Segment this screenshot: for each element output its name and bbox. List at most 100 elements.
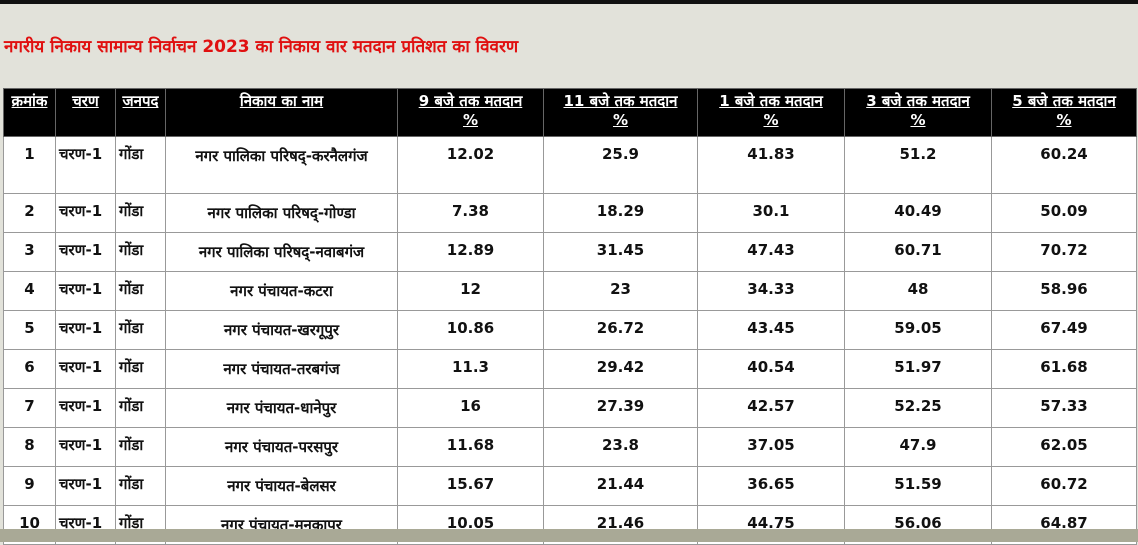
column-header-text: 11 बजे तक मतदान <box>563 92 678 110</box>
table-cell: 23.8 <box>543 427 698 467</box>
table-cell: चरण-1 <box>55 427 116 467</box>
table-cell: नगर पंचायत-बेलसर <box>165 466 398 506</box>
table-cell: 40.54 <box>697 349 845 389</box>
table-cell: चरण-1 <box>55 388 116 428</box>
table-cell: 21.44 <box>543 466 698 506</box>
table-row: 5 चरण-1 गोंडा नगर पंचायत-खरगूपुर 10.86 26.72 4… <box>3 310 1137 350</box>
table-row: 10 चरण-1 गोंडा नगर पंचायत-मनकापुर 10.05 21.46… <box>3 505 1137 545</box>
table-cell: चरण-1 <box>55 193 116 233</box>
table-cell: 29.42 <box>543 349 698 389</box>
table-cell: 40.49 <box>844 193 992 233</box>
table-cell: 8 <box>3 427 56 467</box>
table-cell: 7 <box>3 388 56 428</box>
table-cell: 57.33 <box>991 388 1137 428</box>
column-header: क्रमांक <box>3 88 56 137</box>
column-header: 3 बजे तक मतदान% <box>844 88 992 137</box>
table-cell: 47.43 <box>697 232 845 272</box>
table-cell: 15.67 <box>397 466 544 506</box>
table-cell: गोंडा <box>115 232 166 272</box>
table-cell: नगर पंचायत-परसपुर <box>165 427 398 467</box>
table-cell: 11.3 <box>397 349 544 389</box>
table-head: क्रमांक चरण जनपद निकाय का नाम 9 बजे तक मतदान… <box>3 88 1137 137</box>
table-cell: नगर पंचायत-तरबगंज <box>165 349 398 389</box>
table-cell: चरण-1 <box>55 349 116 389</box>
table-cell: 3 <box>3 232 56 272</box>
table-cell: 59.05 <box>844 310 992 350</box>
table-row: 3 चरण-1 गोंडा नगर पालिका परिषद्-नवाबगंज 12.8… <box>3 232 1137 272</box>
table-cell: नगर पंचायत-धानेपुर <box>165 388 398 428</box>
table-cell: चरण-1 <box>55 310 116 350</box>
table-row: 2 चरण-1 गोंडा नगर पालिका परिषद्-गोण्डा 7.38 1… <box>3 193 1137 233</box>
table-cell: 67.49 <box>991 310 1137 350</box>
column-header-unit: % <box>612 111 629 129</box>
table-cell: 4 <box>3 271 56 311</box>
table-cell: 6 <box>3 349 56 389</box>
table-row: 4 चरण-1 गोंडा नगर पंचायत-कटरा 12 23 34.33 48 58.… <box>3 271 1137 311</box>
table-cell: 26.72 <box>543 310 698 350</box>
table-cell: गोंडा <box>115 271 166 311</box>
table-cell: गोंडा <box>115 388 166 428</box>
table-cell: 62.05 <box>991 427 1137 467</box>
table-cell: 58.96 <box>991 271 1137 311</box>
table-cell: 18.29 <box>543 193 698 233</box>
column-header: जनपद <box>115 88 166 137</box>
table-cell: गोंडा <box>115 349 166 389</box>
table-cell: 12.89 <box>397 232 544 272</box>
table-cell: 42.57 <box>697 388 845 428</box>
table-cell: 60.24 <box>991 136 1137 194</box>
table-cell: 48 <box>844 271 992 311</box>
table-cell: 51.97 <box>844 349 992 389</box>
table-cell: 47.9 <box>844 427 992 467</box>
table-cell: 43.45 <box>697 310 845 350</box>
table-cell: गोंडा <box>115 136 166 194</box>
column-header-unit: % <box>1056 111 1072 129</box>
table-cell: 7.38 <box>397 193 544 233</box>
table-cell: नगर पालिका परिषद्-नवाबगंज <box>165 232 398 272</box>
table-cell: नगर पंचायत-कटरा <box>165 271 398 311</box>
table-cell: चरण-1 <box>55 136 116 194</box>
table-cell: नगर पंचायत-खरगूपुर <box>165 310 398 350</box>
table-cell: नगर पालिका परिषद्-गोण्डा <box>165 193 398 233</box>
top-bar <box>0 0 1138 4</box>
column-header-text: चरण <box>72 92 99 110</box>
column-header-text: निकाय का नाम <box>239 92 324 110</box>
table-cell: 23 <box>543 271 698 311</box>
column-header-text: 1 बजे तक मतदान <box>719 92 823 110</box>
table-cell: 2 <box>3 193 56 233</box>
table-cell: 12 <box>397 271 544 311</box>
column-header-text: 3 बजे तक मतदान <box>866 92 970 110</box>
table-row: 1 चरण-1 गोंडा नगर पालिका परिषद्-करनैलगंज 12.… <box>3 136 1137 194</box>
table-cell: 60.71 <box>844 232 992 272</box>
table-row: 7 चरण-1 गोंडा नगर पंचायत-धानेपुर 16 27.39 42.5… <box>3 388 1137 428</box>
table-row: 6 चरण-1 गोंडा नगर पंचायत-तरबगंज 11.3 29.42 40.… <box>3 349 1137 389</box>
table-cell: चरण-1 <box>55 466 116 506</box>
column-header-text: जनपद <box>122 92 159 110</box>
table-cell: 70.72 <box>991 232 1137 272</box>
column-header-text: 5 बजे तक मतदान <box>1012 92 1116 110</box>
column-header: 5 बजे तक मतदान% <box>991 88 1137 137</box>
table-cell: गोंडा <box>115 427 166 467</box>
table-cell: 50.09 <box>991 193 1137 233</box>
table-cell: 5 <box>3 310 56 350</box>
column-header: चरण <box>55 88 116 137</box>
table-cell: 10.86 <box>397 310 544 350</box>
table-cell: गोंडा <box>115 466 166 506</box>
table-cell: 41.83 <box>697 136 845 194</box>
column-header-unit: % <box>763 111 779 129</box>
column-header-text: 9 बजे तक मतदान <box>418 92 523 110</box>
table-cell: चरण-1 <box>55 232 116 272</box>
table-cell: 12.02 <box>397 136 544 194</box>
column-header-text: क्रमांक <box>11 92 48 110</box>
table-cell: 9 <box>3 466 56 506</box>
column-header-unit: % <box>462 111 479 129</box>
table-cell: 34.33 <box>697 271 845 311</box>
table-cell: गोंडा <box>115 193 166 233</box>
table-cell: 51.59 <box>844 466 992 506</box>
table-row: 8 चरण-1 गोंडा नगर पंचायत-परसपुर 11.68 23.8 37.… <box>3 427 1137 467</box>
table-cell: 30.1 <box>697 193 845 233</box>
table-cell: 16 <box>397 388 544 428</box>
table-cell: 51.2 <box>844 136 992 194</box>
table-cell: 31.45 <box>543 232 698 272</box>
